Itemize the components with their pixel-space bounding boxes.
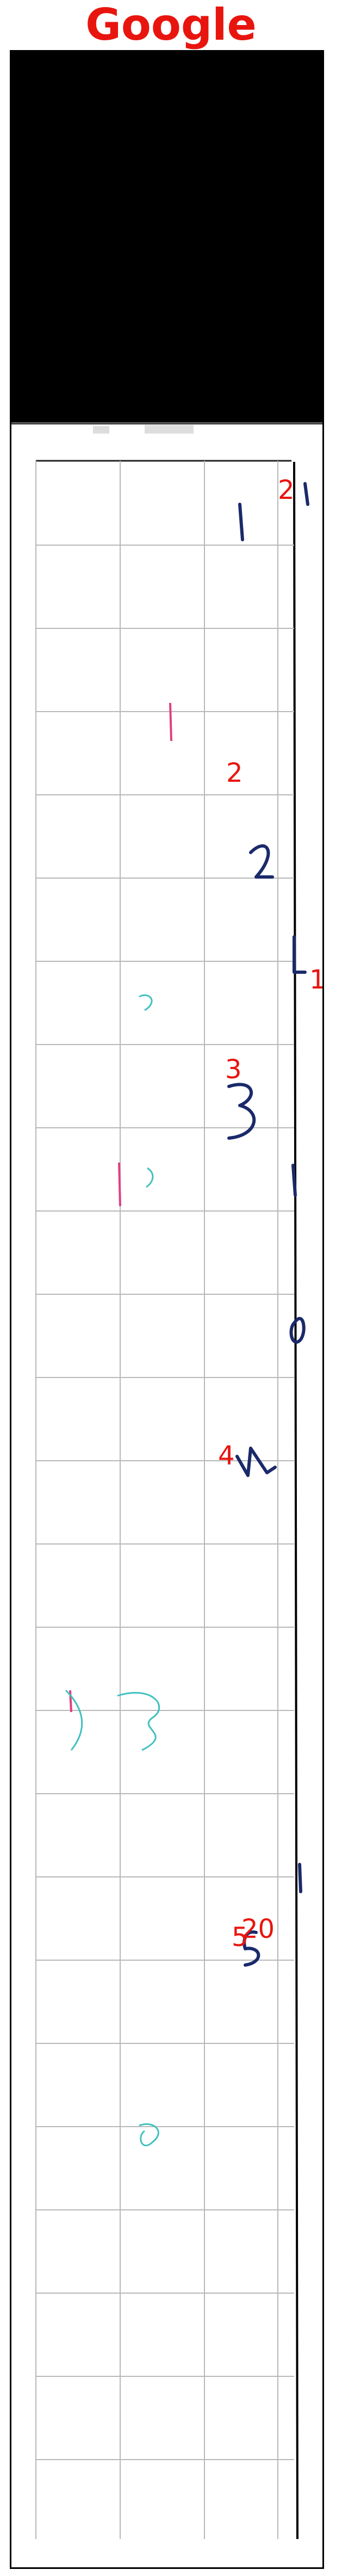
- annotation-number: 20: [241, 1914, 275, 1944]
- annotation-number: 1: [309, 967, 322, 993]
- handwritten-digit-4: [235, 1447, 277, 1477]
- annotation-number: 3: [225, 1054, 242, 1085]
- annotation-number: 2: [278, 475, 295, 505]
- handwritten-digit-3: [227, 1083, 256, 1140]
- annotation-number: 5: [232, 1922, 248, 1953]
- grid-sheet: 2 2 1 3 4 5 20: [11, 423, 322, 2567]
- handwritten-digit-1: [238, 503, 244, 541]
- annotation-number: 4: [218, 1441, 235, 1471]
- annotation-number: 2: [226, 758, 243, 788]
- handwritten-digit-2: [249, 844, 274, 879]
- scanned-sheet-frame: 2 2 1 3 4 5 20: [10, 50, 324, 2569]
- grid-lines: [11, 423, 322, 2540]
- redacted-black-area: [11, 52, 322, 423]
- page-title: Google: [85, 0, 257, 50]
- handwritten-digit-5: [242, 1930, 260, 1967]
